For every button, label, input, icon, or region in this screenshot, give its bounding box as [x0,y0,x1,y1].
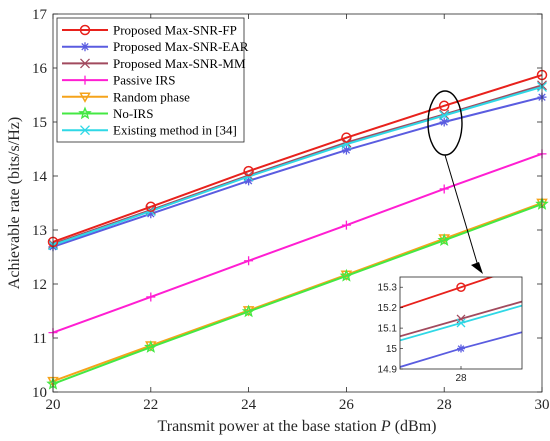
x-axis-title-suffix: (dBm) [391,418,437,435]
x-tick-label: 22 [143,397,158,413]
legend-label: No-IRS [113,106,153,121]
inset-data-point-marker [456,282,466,292]
ticks-group: 20 22 24 26 28 30 10 11 12 13 14 15 16 17 [32,7,550,413]
legend-item: No-IRS [62,106,153,121]
data-point-marker [341,145,351,155]
data-point-marker [243,171,254,182]
y-tick-label: 17 [32,7,48,23]
data-point-marker [244,256,254,266]
data-point-marker [439,184,449,194]
data-point-marker [341,220,351,230]
legend-marker [79,24,91,36]
series-line [52,96,543,248]
x-tick-label: 30 [535,397,550,413]
inset-y-tick-label: 15.1 [378,324,398,335]
inset-y-tick-label: 15 [386,344,398,355]
legend-marker [79,92,91,103]
inset-y-tick-label: 14.9 [378,365,398,376]
data-point-marker [241,304,256,318]
inset-series-group [400,277,522,368]
data-point-marker [144,340,158,353]
series-line [52,74,543,243]
x-axis-title: Transmit power at the base station P (dB… [158,418,437,435]
inset-frame [399,276,523,370]
data-point-marker [145,201,157,213]
legend-label: Proposed Max-SNR-FP [113,23,237,38]
data-point-marker [146,292,156,302]
legend-item: Random phase [62,89,190,104]
zoom-arrowhead [471,262,483,274]
legend-item: Existing method in [34] [62,123,237,138]
y-tick-label: 14 [32,169,48,185]
inset-y-tick-label: 15.3 [378,283,398,294]
legend-item: Proposed Max-SNR-MM [62,56,246,71]
inset-series-line [400,277,495,309]
y-tick-label: 12 [32,277,47,293]
data-point-marker [244,176,254,186]
series-line [52,152,543,334]
inset-series-proposed-max-snr-ear [400,331,522,368]
data-point-marker [437,233,451,246]
legend-label: Existing method in [34] [113,123,237,138]
inset-data-point-marker [457,344,465,353]
plot-frame [52,13,543,393]
x-tick-label: 26 [339,397,355,413]
zoom-arrow [444,154,479,267]
legend-label: Random phase [113,89,190,104]
legend-label: Passive IRS [113,73,175,88]
inset-chart: 28 14.9 15 15.1 15.2 15.3 [378,276,523,384]
legend-marker [80,58,90,69]
data-point-marker [243,165,254,177]
y-tick-label: 11 [33,331,47,347]
legend-item: Proposed Max-SNR-EAR [62,39,249,54]
y-axis-title: Achievable rate (bits/s/Hz) [6,117,23,289]
legend-item: Proposed Max-SNR-FP [62,23,237,38]
data-point-marker [438,100,450,112]
data-point-marker [439,109,450,120]
data-point-marker [146,209,156,219]
y-tick-label: 16 [32,61,48,77]
x-tick-label: 24 [241,397,257,413]
data-point-marker [339,268,354,282]
series-line [52,203,543,385]
legend-label: Proposed Max-SNR-EAR [113,39,249,54]
legend-marker [80,42,90,52]
x-axis-title-variable: P [380,418,391,435]
data-point-marker [341,132,352,143]
x-tick-label: 20 [46,397,61,413]
inset-series-existing-method-in-34 [400,304,522,342]
x-tick-label: 28 [437,397,452,413]
y-tick-label: 15 [32,115,47,131]
legend-item: Passive IRS [62,73,175,88]
y-tick-label: 13 [32,223,47,239]
legend-marker [78,106,92,120]
inset-data-point-marker [456,318,466,328]
y-tick-label: 10 [32,385,47,401]
legend-marker [80,75,90,85]
data-point-marker [439,110,450,121]
inset-series-proposed-max-snr-fp [400,277,495,309]
inset-x-tick-label: 28 [455,373,467,384]
series-line [52,202,543,383]
inset-y-tick-label: 15.2 [378,303,398,314]
legend-label: Proposed Max-SNR-MM [113,56,246,71]
series-no-irs [46,196,549,390]
data-point-marker [439,117,449,127]
x-axis-title-prefix: Transmit power at the base station [158,418,381,435]
legend-marker [80,125,90,136]
